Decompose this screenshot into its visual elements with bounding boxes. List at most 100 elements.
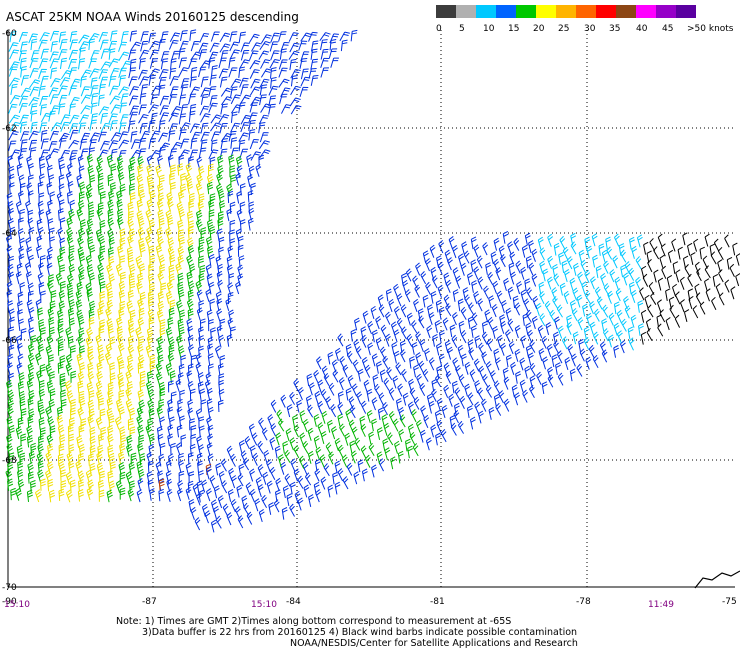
lat-tick-label: -62 (2, 124, 17, 134)
wind-barb (200, 76, 209, 88)
wind-barb (39, 163, 46, 176)
wind-barb (628, 267, 635, 281)
wind-barb (457, 420, 465, 434)
wind-barb (227, 190, 234, 204)
wind-barb (176, 488, 183, 502)
wind-barb (200, 113, 211, 123)
wind-barb (49, 51, 59, 62)
wind-barb (57, 424, 65, 438)
wind-barb (108, 58, 120, 68)
wind-barb (428, 357, 435, 371)
wind-barb (310, 40, 319, 52)
wind-barb (328, 451, 334, 465)
wind-barb (6, 281, 13, 295)
wind-barb (209, 42, 220, 53)
wind-barb (189, 123, 200, 134)
wind-barb (9, 121, 21, 132)
wind-barb (613, 322, 620, 336)
wind-barb (307, 427, 314, 441)
wind-barb (178, 149, 190, 159)
wind-barb (59, 137, 67, 149)
wind-barb (8, 140, 17, 152)
wind-barb (684, 264, 691, 278)
wind-barb (149, 488, 155, 501)
wind-barb (15, 200, 22, 214)
wind-barb (26, 246, 33, 260)
wind-barb (156, 199, 164, 213)
wind-barb (376, 451, 383, 465)
wind-barb (659, 309, 666, 323)
wind-barb (58, 85, 68, 96)
wind-barb (455, 275, 462, 289)
wind-barb (238, 132, 249, 142)
wind-barb (8, 452, 15, 465)
wind-barb (671, 283, 678, 297)
wind-barb (280, 394, 287, 408)
wind-barb (463, 250, 470, 264)
wind-barb (226, 334, 233, 347)
wind-barb (129, 173, 136, 186)
wind-barb (380, 324, 387, 338)
wind-barb (190, 433, 196, 446)
wind-barb (147, 298, 154, 311)
wind-barb (294, 490, 301, 504)
wind-barb (210, 131, 221, 142)
wind-barb (217, 399, 224, 413)
wind-barb (493, 348, 500, 362)
wind-barb (187, 334, 194, 348)
wind-barb (592, 331, 599, 345)
wind-barb (420, 405, 426, 419)
wind-barb (70, 407, 76, 420)
wind-barb (307, 404, 314, 418)
wind-barb (317, 379, 324, 393)
wind-barb (440, 429, 447, 443)
wind-barb (337, 468, 344, 482)
wind-barb (485, 384, 492, 398)
wind-barb (148, 316, 155, 329)
wind-barb (128, 461, 135, 475)
wind-barb (290, 458, 297, 472)
wind-barb (100, 61, 111, 71)
wind-barb (270, 50, 280, 61)
wind-barb (249, 102, 258, 113)
wind-barb (200, 131, 210, 142)
wind-barb (36, 452, 44, 466)
wind-barb (406, 333, 413, 347)
wind-barb (556, 350, 563, 364)
wind-barb (69, 39, 78, 50)
wind-barb (108, 480, 115, 494)
legend-swatch (636, 5, 656, 18)
wind-barb (8, 308, 15, 322)
wind-barb (118, 406, 125, 420)
wind-barb (39, 363, 46, 377)
wind-barb (178, 326, 185, 340)
wind-barb (661, 265, 667, 279)
wind-barb (346, 350, 353, 364)
wind-barb (284, 449, 291, 463)
wind-barb (226, 445, 233, 459)
wind-barb (217, 211, 224, 224)
wind-barb (481, 320, 488, 334)
wind-barb (116, 198, 123, 212)
wind-barb (729, 263, 735, 277)
wind-barb (5, 234, 12, 248)
wind-barb (128, 120, 136, 132)
wind-barb (18, 31, 28, 43)
wind-barb (408, 378, 414, 392)
wind-barb (230, 326, 236, 339)
legend-label: 45 (662, 24, 673, 34)
wind-barb (190, 66, 198, 79)
wind-barb (334, 460, 341, 474)
wind-barb (592, 254, 598, 268)
wind-barb (284, 473, 291, 487)
wind-barb (276, 409, 283, 423)
wind-barb (28, 162, 34, 176)
wind-barb (323, 372, 330, 387)
wind-barb (130, 131, 138, 143)
wind-barb (495, 267, 502, 281)
legend-swatch (556, 5, 576, 18)
wind-barb (630, 314, 637, 328)
wind-barb (228, 273, 235, 286)
wind-barb (313, 369, 320, 384)
wind-barb (47, 280, 54, 294)
